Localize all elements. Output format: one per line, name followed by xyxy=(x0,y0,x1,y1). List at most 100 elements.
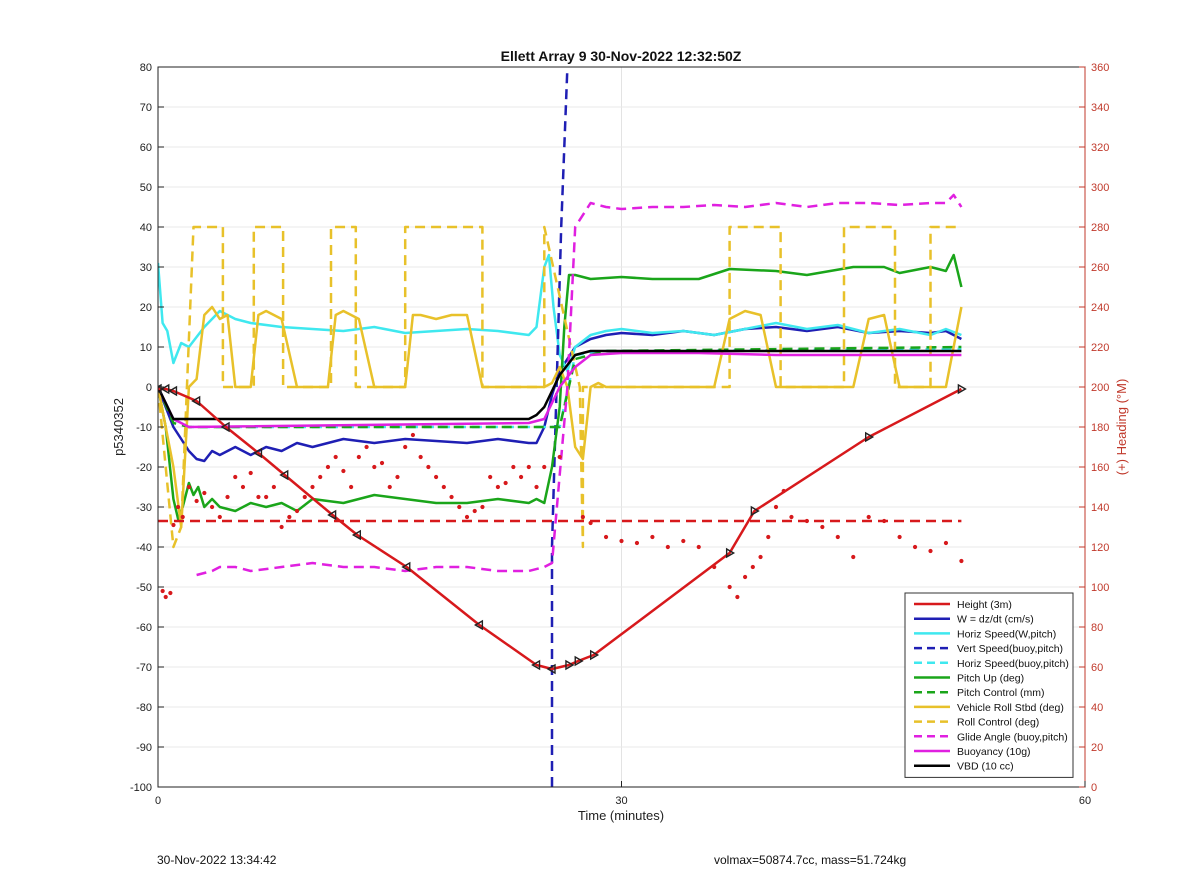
legend-label: W = dz/dt (cm/s) xyxy=(957,614,1034,626)
height-marker xyxy=(253,447,263,459)
y2-tick-label: 180 xyxy=(1091,422,1109,434)
heading-point xyxy=(341,468,346,474)
y-tick-label: -90 xyxy=(136,742,152,754)
legend-label: Pitch Control (mm) xyxy=(957,687,1045,699)
heading-point xyxy=(175,504,181,510)
legend-label: Glide Angle (buoy,pitch) xyxy=(957,731,1068,743)
legend-box xyxy=(904,592,1074,778)
height-marker xyxy=(279,469,289,481)
heading-point xyxy=(163,594,168,600)
heading-point xyxy=(426,464,431,470)
heading-point xyxy=(364,444,369,450)
x-axis-label: Time (minutes) xyxy=(578,808,664,823)
heading-point xyxy=(619,538,624,544)
heading-point xyxy=(379,460,385,466)
y2-tick-label: 280 xyxy=(1091,222,1109,234)
heading-point xyxy=(333,454,338,460)
y-tick-label: -50 xyxy=(136,582,152,594)
heading-point xyxy=(248,470,253,476)
y-tick-label: -20 xyxy=(136,462,152,474)
y-tick-label: -30 xyxy=(136,502,152,514)
series-line-buoyancy-10g xyxy=(158,351,962,429)
heading-point xyxy=(472,508,477,514)
heading-point xyxy=(202,490,207,496)
height-marker xyxy=(565,659,575,671)
heading-point xyxy=(186,484,191,490)
heading-point xyxy=(349,484,354,490)
heading-point xyxy=(766,534,771,540)
y-tick-label: 50 xyxy=(140,182,152,194)
height-marker xyxy=(865,431,875,443)
heading-point xyxy=(180,514,185,520)
series-line-vbd-10-cc xyxy=(158,349,962,421)
heading-point xyxy=(171,522,176,528)
heading-point xyxy=(387,484,392,490)
y2-tick-label: 260 xyxy=(1091,262,1109,274)
series-line-pitch-up-deg xyxy=(158,253,963,521)
y-tick-label: 0 xyxy=(146,382,152,394)
y-axis-label: p5340352 xyxy=(111,398,126,456)
legend-label: Roll Control (deg) xyxy=(957,717,1039,729)
height-marker xyxy=(725,547,736,559)
heading-point xyxy=(820,524,825,530)
heading-point xyxy=(603,534,609,540)
height-marker xyxy=(589,649,600,661)
height-marker xyxy=(750,505,760,517)
series-line-height-3m xyxy=(158,387,962,671)
legend-label: VBD (10 cc) xyxy=(957,761,1014,773)
heading-point xyxy=(534,484,539,490)
heading-point xyxy=(727,584,732,590)
heading-point xyxy=(294,508,300,514)
height-marker xyxy=(327,509,337,521)
heading-point xyxy=(403,444,408,450)
heading-point xyxy=(287,514,292,520)
heading-point xyxy=(542,464,547,470)
legend-label: Height (3m) xyxy=(957,599,1012,611)
y-tick-label: -70 xyxy=(136,662,152,674)
heading-point xyxy=(518,474,524,480)
series-line-w-dz-dt-cm-s xyxy=(158,325,962,463)
chart-title: Ellett Array 9 30-Nov-2022 12:32:50Z xyxy=(501,48,742,64)
height-marker xyxy=(401,561,411,573)
y-tick-label: 60 xyxy=(140,142,152,154)
y2-tick-label: 60 xyxy=(1091,662,1103,674)
heading-point xyxy=(410,432,416,438)
heading-point xyxy=(580,514,585,520)
height-marker xyxy=(160,383,170,395)
y-tick-label: 20 xyxy=(140,302,152,314)
heading-point xyxy=(743,574,748,580)
legend-label: Buoyancy (10g) xyxy=(957,746,1031,758)
heading-point xyxy=(681,538,686,544)
y2-tick-label: 20 xyxy=(1091,742,1103,754)
heading-point xyxy=(464,514,470,520)
y2-tick-label: 360 xyxy=(1091,62,1109,74)
heading-point xyxy=(194,498,199,504)
heading-point xyxy=(480,504,485,510)
heading-point xyxy=(750,564,755,570)
heading-point xyxy=(217,514,222,520)
heading-point xyxy=(264,494,269,500)
heading-point xyxy=(441,484,446,490)
heading-point xyxy=(279,524,284,530)
footer-vehicle-info: volmax=50874.7cc, mass=51.724kg xyxy=(714,853,907,867)
heading-point xyxy=(168,590,173,596)
height-marker xyxy=(220,421,230,433)
y2-tick-label: 160 xyxy=(1091,462,1109,474)
heading-point xyxy=(735,594,740,600)
height-marker xyxy=(351,529,362,541)
heading-point xyxy=(434,474,439,480)
height-marker xyxy=(546,663,556,675)
legend: Height (3m) W = dz/dt (cm/s) Horiz Speed(W… xyxy=(904,592,1074,778)
heading-point xyxy=(866,514,871,520)
heading-point xyxy=(418,454,423,460)
x-tick-label: 60 xyxy=(1079,795,1091,807)
heading-point xyxy=(511,464,516,470)
heading-point xyxy=(773,504,779,510)
y2-tick-label: 40 xyxy=(1091,702,1103,714)
y2-tick-label: 140 xyxy=(1091,502,1109,514)
heading-point xyxy=(395,474,400,480)
series-line-vehicle-roll-stbd-deg xyxy=(158,305,963,529)
height-marker xyxy=(574,655,584,667)
y2-tick-label: 340 xyxy=(1091,102,1109,114)
